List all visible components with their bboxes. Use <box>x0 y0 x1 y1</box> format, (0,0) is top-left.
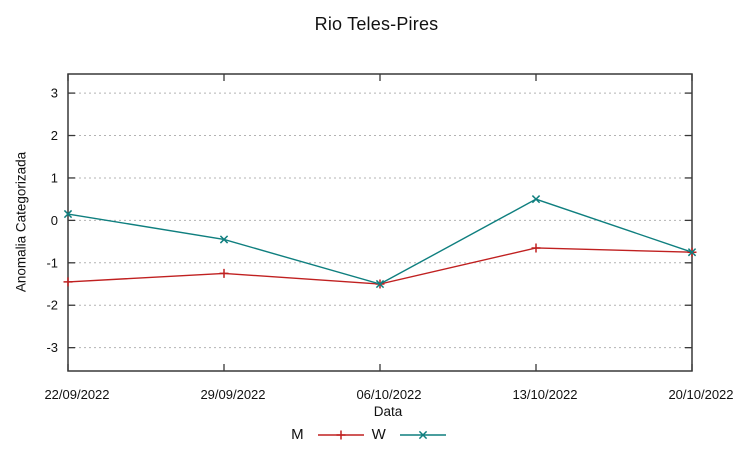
x-tick-label: 22/09/2022 <box>44 387 109 402</box>
chart-title: Rio Teles-Pires <box>314 14 439 34</box>
y-tick-label: 1 <box>51 170 58 185</box>
plus-marker <box>63 277 73 287</box>
cross-marker <box>219 235 229 244</box>
series-W <box>63 195 697 289</box>
cross-marker <box>418 430 427 440</box>
series-line-W <box>67 198 693 285</box>
plus-marker <box>531 243 541 253</box>
x-axis-title: Data <box>373 404 403 419</box>
cross-marker <box>375 279 385 289</box>
y-tick-label: -3 <box>46 340 58 355</box>
legend-sample-W <box>399 430 446 440</box>
cross-marker <box>63 209 73 219</box>
plus-marker <box>336 430 346 440</box>
y-tick-label: 3 <box>51 86 58 101</box>
cross-marker <box>531 195 541 204</box>
cross-marker <box>687 248 697 257</box>
y-tick-label: -1 <box>46 255 58 270</box>
x-tick-label: 13/10/2022 <box>512 387 577 402</box>
y-tick-label: 0 <box>51 213 58 228</box>
plus-marker <box>219 268 229 278</box>
legend-label-M: M <box>291 426 304 443</box>
plot-border <box>67 73 693 372</box>
legend-sample-M <box>317 430 364 440</box>
series-line-M <box>67 247 693 285</box>
x-tick-label: 06/10/2022 <box>356 387 421 402</box>
y-tick-label: -2 <box>46 298 58 313</box>
x-tick-label: 20/10/2022 <box>668 387 733 402</box>
y-tick-label: 2 <box>51 128 58 143</box>
series-M <box>63 243 697 289</box>
legend-label-W: W <box>371 426 386 443</box>
x-tick-label: 29/09/2022 <box>200 387 265 402</box>
